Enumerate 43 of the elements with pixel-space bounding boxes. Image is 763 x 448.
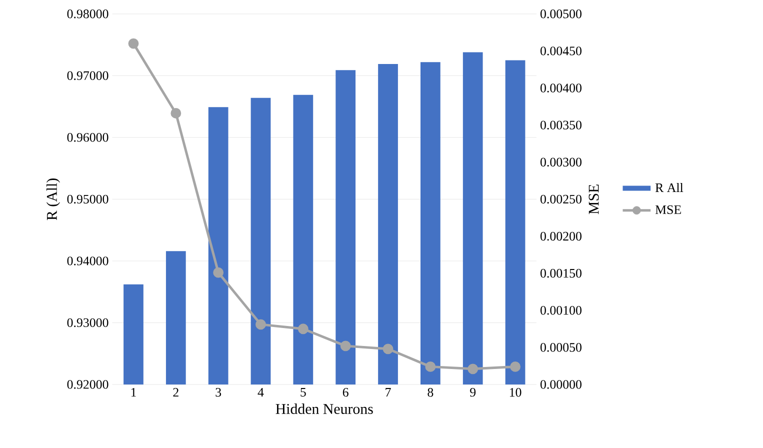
y-tick-label: 0.97000 xyxy=(67,71,108,80)
legend-label: R All xyxy=(655,182,684,192)
x-tick-label: 6 xyxy=(342,388,348,397)
y2-tick-label: 0.00300 xyxy=(540,158,582,166)
y-tick-label: 0.94000 xyxy=(67,256,108,266)
point xyxy=(256,319,266,330)
point xyxy=(298,324,308,334)
x-tick-label: 9 xyxy=(470,388,476,397)
y2-tick-label: 0.00050 xyxy=(540,343,582,352)
y-axis-title: R (All) xyxy=(46,178,60,220)
y2-tick-label: 0.00500 xyxy=(540,10,582,18)
point xyxy=(213,267,224,278)
x-tick-label: 4 xyxy=(258,388,264,396)
y2-tick-label: 0.00250 xyxy=(540,194,582,204)
y2-tick-label: 0.00150 xyxy=(540,268,582,278)
y2-tick-label: 0.00000 xyxy=(540,380,582,389)
y-tick-label: 0.95000 xyxy=(67,194,108,204)
legend-label: MSE xyxy=(655,205,681,214)
point xyxy=(510,361,520,372)
point xyxy=(468,364,478,374)
x-axis-title: Hidden Neurons xyxy=(276,404,373,414)
x-tick-label: 10 xyxy=(510,388,522,397)
y-tick-label: 0.92000 xyxy=(67,380,108,389)
y-tick-label: 0.98000 xyxy=(67,10,108,18)
y2-tick-label: 0.00400 xyxy=(540,84,582,92)
y-tick-label: 0.93000 xyxy=(67,318,108,328)
y2-axis-title: MSE xyxy=(588,184,599,214)
point xyxy=(128,38,139,49)
point xyxy=(382,344,394,354)
point xyxy=(340,340,351,352)
x-tick-label: 2 xyxy=(173,388,178,397)
point xyxy=(425,361,436,372)
y-tick-label: 0.96000 xyxy=(67,133,108,142)
y2-tick-label: 0.00350 xyxy=(540,120,582,130)
x-tick-label: 5 xyxy=(300,388,306,397)
y2-tick-label: 0.00100 xyxy=(540,306,582,315)
y2-tick-label: 0.00200 xyxy=(540,232,582,241)
y2-tick-label: 0.00450 xyxy=(540,46,582,56)
point xyxy=(170,108,182,118)
x-tick-label: 3 xyxy=(216,388,222,397)
x-tick-label: 8 xyxy=(428,388,434,397)
x-tick-label: 1 xyxy=(131,388,136,396)
x-tick-label: 7 xyxy=(386,388,391,396)
